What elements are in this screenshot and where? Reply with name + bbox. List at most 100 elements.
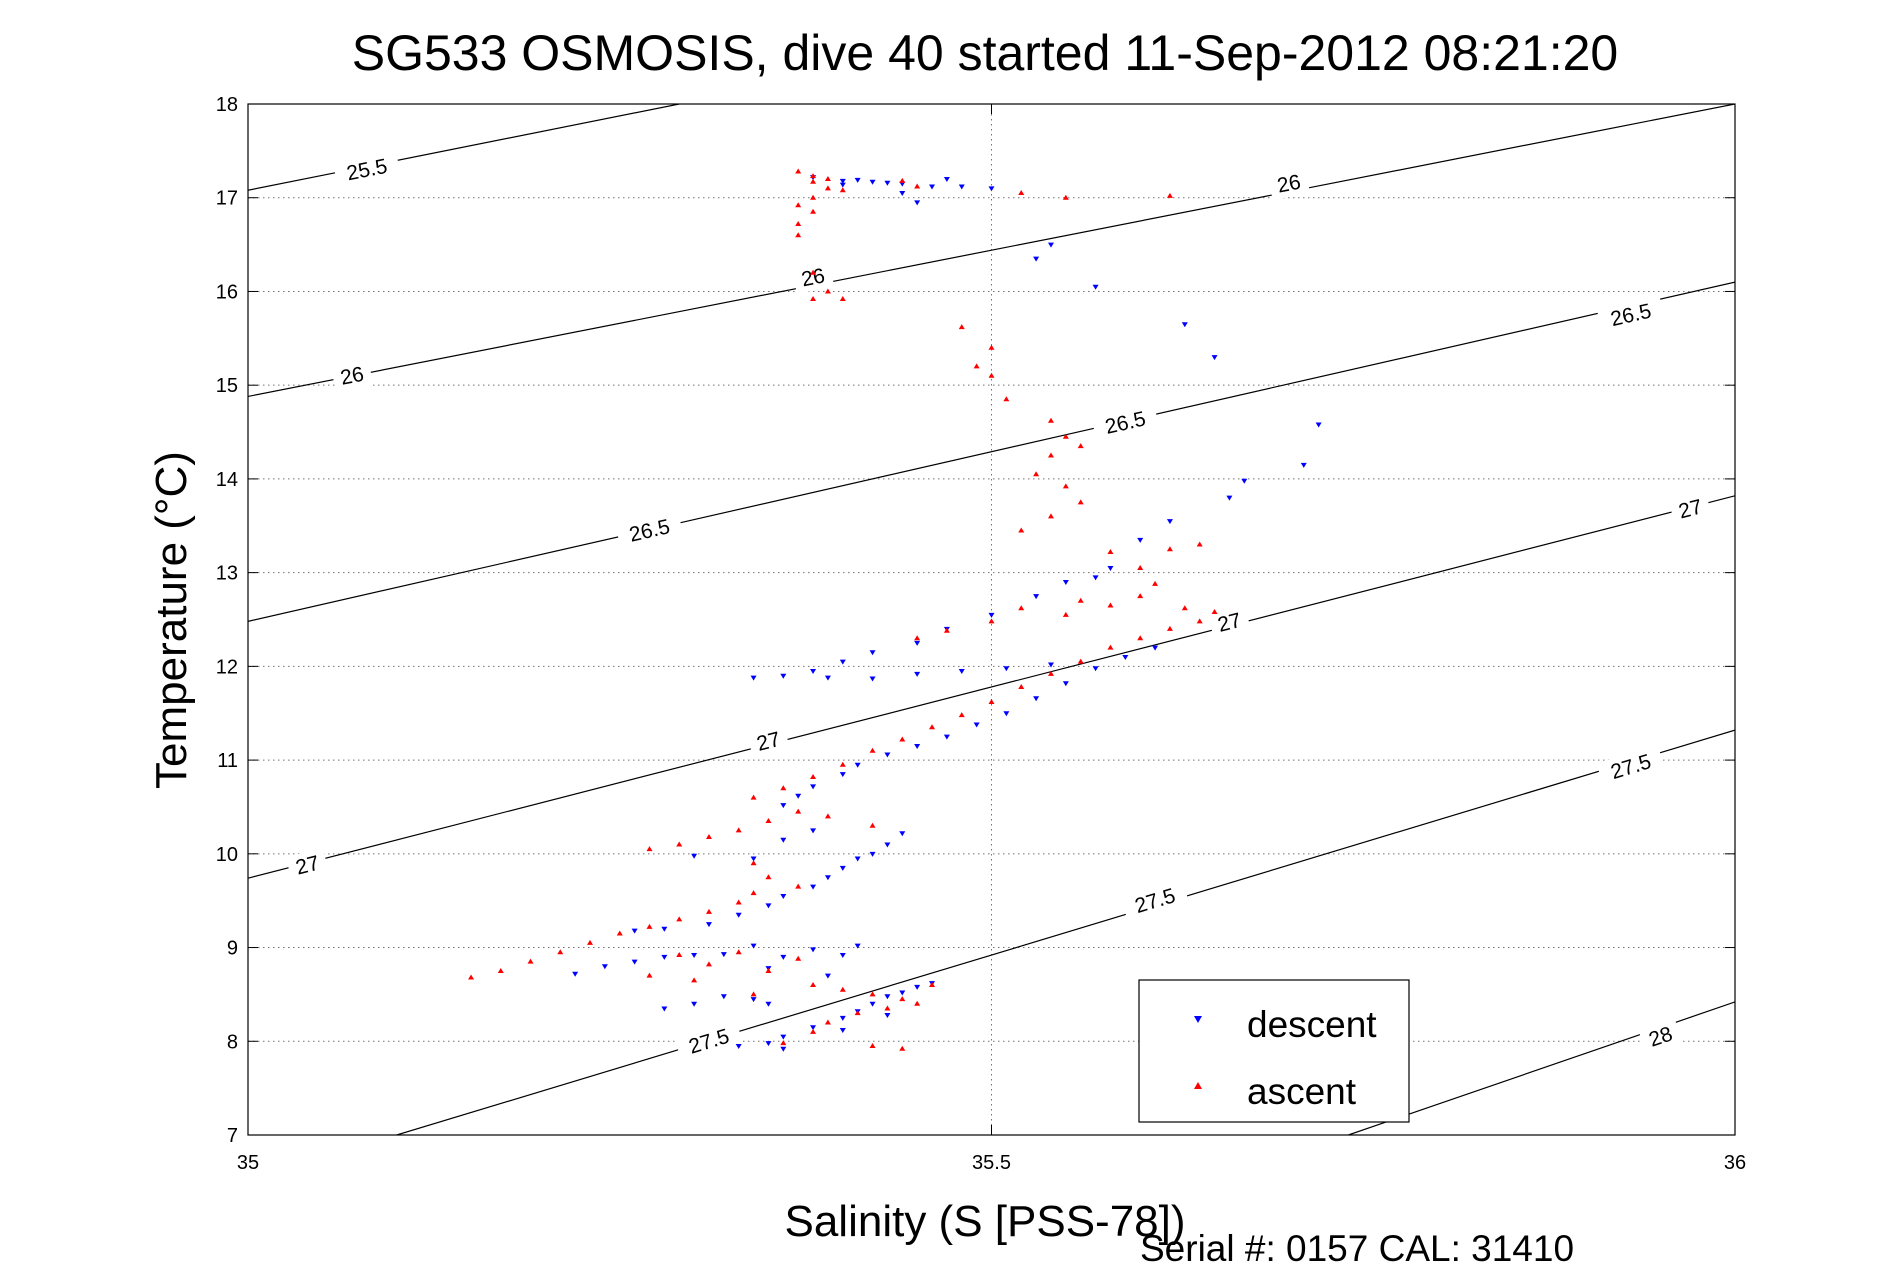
descent-point: [750, 943, 757, 949]
density-contour-line: [248, 495, 1735, 879]
descent-point: [988, 186, 995, 192]
ascent-point: [780, 1040, 787, 1046]
ascent-point: [765, 874, 772, 880]
descent-point: [914, 671, 921, 677]
descent-point: [1003, 666, 1010, 672]
plot-area: 25.526262626.526.526.52727272727.527.527…: [216, 94, 1746, 1174]
descent-point: [780, 803, 787, 809]
contour-label-background: [1668, 491, 1713, 527]
descent-point: [899, 990, 906, 996]
descent-point: [810, 828, 817, 834]
ascent-point: [676, 841, 683, 847]
descent-point: [854, 762, 861, 768]
descent-point: [854, 943, 861, 949]
contour-label-background: [333, 150, 401, 189]
ascent-point: [1047, 452, 1054, 458]
descent-point: [780, 1046, 787, 1052]
ascent-point: [988, 344, 995, 350]
ascent-point: [810, 1028, 817, 1034]
ascent-point: [884, 1005, 891, 1011]
ascent-point: [810, 269, 817, 275]
x-tick-label: 35: [237, 1152, 259, 1174]
chart-title: SG533 OSMOSIS, dive 40 started 11-Sep-20…: [352, 25, 1619, 81]
descent-point: [943, 176, 950, 182]
contour-label-background: [285, 847, 330, 883]
descent-point: [1003, 711, 1010, 717]
descent-point: [1047, 662, 1054, 668]
descent-point: [1122, 654, 1129, 660]
contour-label: 26: [799, 264, 826, 291]
ascent-point: [1196, 541, 1203, 547]
descent-point: [1062, 681, 1069, 687]
descent-point: [631, 928, 638, 934]
ascent-point: [1062, 483, 1069, 489]
ascent-point: [988, 618, 995, 624]
descent-point: [1033, 594, 1040, 600]
descent-series: [572, 175, 1322, 1052]
density-contour-line: [248, 104, 680, 191]
ascent-point: [1196, 618, 1203, 624]
ascent-point: [988, 698, 995, 704]
descent-point: [750, 675, 757, 681]
legend-descent-marker: [1194, 1016, 1202, 1023]
ascent-point: [587, 939, 594, 945]
descent-point: [899, 181, 906, 187]
descent-point: [780, 893, 787, 899]
ascent-point: [839, 187, 846, 193]
ascent-series: [468, 168, 1218, 1051]
ascent-point: [810, 773, 817, 779]
ascent-point: [1137, 593, 1144, 599]
contour-label-background: [1638, 1018, 1683, 1056]
descent-point: [899, 191, 906, 197]
density-contour-line: [248, 281, 1735, 622]
ascent-point: [810, 982, 817, 988]
descent-point: [824, 973, 831, 979]
ascent-point: [929, 724, 936, 730]
ascent-point: [691, 977, 698, 983]
contour-label: 26: [1275, 171, 1302, 198]
descent-point: [735, 912, 742, 918]
descent-point: [765, 1041, 772, 1047]
contour-label-background: [615, 510, 684, 551]
x-axis-label: Salinity (S [PSS-78]): [784, 1197, 1185, 1246]
descent-point: [601, 964, 608, 970]
ascent-point: [914, 1000, 921, 1006]
ascent-point: [750, 890, 757, 896]
descent-point: [839, 953, 846, 959]
descent-point: [869, 650, 876, 656]
ascent-point: [497, 967, 504, 973]
contour-label-background: [791, 260, 835, 294]
ascent-point: [824, 1019, 831, 1025]
descent-point: [1315, 422, 1322, 428]
y-tick-label: 10: [216, 844, 238, 866]
density-contour-line: [248, 104, 1735, 398]
ascent-point: [810, 194, 817, 200]
descent-point: [884, 1013, 891, 1019]
descent-point: [750, 997, 757, 1003]
descent-point: [1092, 666, 1099, 672]
ascent-point: [1077, 597, 1084, 603]
ascent-point: [750, 860, 757, 866]
descent-point: [1211, 355, 1218, 361]
ascent-point: [1047, 513, 1054, 519]
descent-point: [884, 180, 891, 186]
ascent-point: [810, 178, 817, 184]
y-tick-label: 9: [227, 938, 238, 960]
ascent-point: [899, 996, 906, 1002]
descent-point: [824, 875, 831, 881]
descent-point: [780, 673, 787, 679]
ascent-point: [1166, 625, 1173, 631]
descent-point: [1300, 462, 1307, 468]
descent-point: [869, 676, 876, 682]
ascent-point: [1047, 417, 1054, 423]
ascent-point: [705, 833, 712, 839]
contour-label-background: [1091, 402, 1160, 443]
y-tick-label: 17: [216, 188, 238, 210]
ascent-point: [705, 961, 712, 967]
ascent-point: [735, 899, 742, 905]
descent-point: [765, 903, 772, 909]
ascent-point: [468, 974, 475, 980]
descent-point: [1033, 256, 1040, 262]
descent-point: [1092, 575, 1099, 581]
ascent-point: [795, 232, 802, 238]
